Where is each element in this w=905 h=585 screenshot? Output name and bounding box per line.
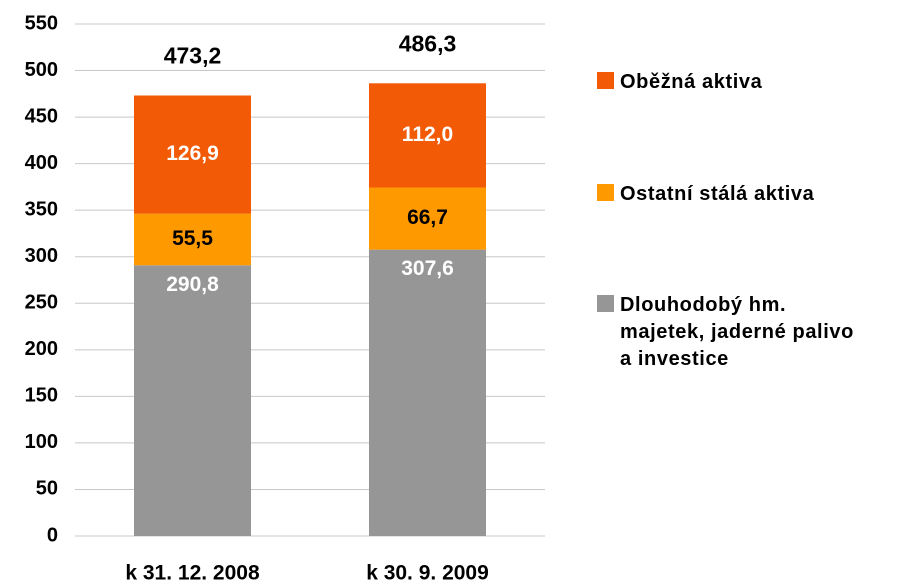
data-label: 307,6: [401, 257, 454, 280]
bar-segment: [369, 83, 486, 188]
legend-label: Ostatní stálá aktiva: [620, 183, 815, 205]
data-label: 126,9: [166, 142, 219, 165]
y-tick-label: 300: [25, 245, 58, 267]
legend-swatch: [597, 295, 614, 312]
y-tick-label: 100: [25, 431, 58, 453]
y-tick-label: 0: [47, 524, 58, 546]
data-label: 112,0: [402, 123, 453, 146]
bar-segment: [369, 249, 486, 537]
y-tick-label: 350: [25, 198, 58, 220]
y-tick-label: 50: [36, 478, 58, 500]
data-label: 290,8: [166, 273, 219, 296]
bar-segment: [369, 187, 486, 250]
bar-segment: [134, 265, 251, 536]
legend-item: Ostatní stálá aktiva: [597, 181, 890, 208]
y-tick-label: 250: [25, 292, 58, 314]
y-tick-label: 550: [25, 12, 58, 34]
y-tick-label: 150: [25, 385, 58, 407]
y-tick-label: 500: [25, 59, 58, 81]
legend-item: Oběžná aktiva: [597, 69, 890, 96]
y-tick-label: 200: [25, 338, 58, 360]
x-tick-label: k 30. 9. 2009: [366, 562, 489, 585]
legend-item: Dlouhodobý hm. majetek, jaderné palivo a…: [597, 292, 870, 373]
total-label: 473,2: [164, 43, 222, 69]
legend-label: Oběžná aktiva: [620, 71, 763, 93]
total-label: 486,3: [399, 30, 457, 56]
legend-swatch: [597, 184, 614, 201]
y-tick-label: 400: [25, 152, 58, 174]
bar-segment: [134, 213, 251, 266]
x-tick-label: k 31. 12. 2008: [125, 562, 260, 585]
bar-segment: [134, 95, 251, 214]
legend-label: Dlouhodobý hm. majetek, jaderné palivo a…: [620, 294, 854, 370]
legend-swatch: [597, 72, 614, 89]
y-tick-label: 450: [25, 105, 58, 127]
data-label: 66,7: [407, 206, 448, 229]
data-label: 55,5: [172, 227, 213, 250]
